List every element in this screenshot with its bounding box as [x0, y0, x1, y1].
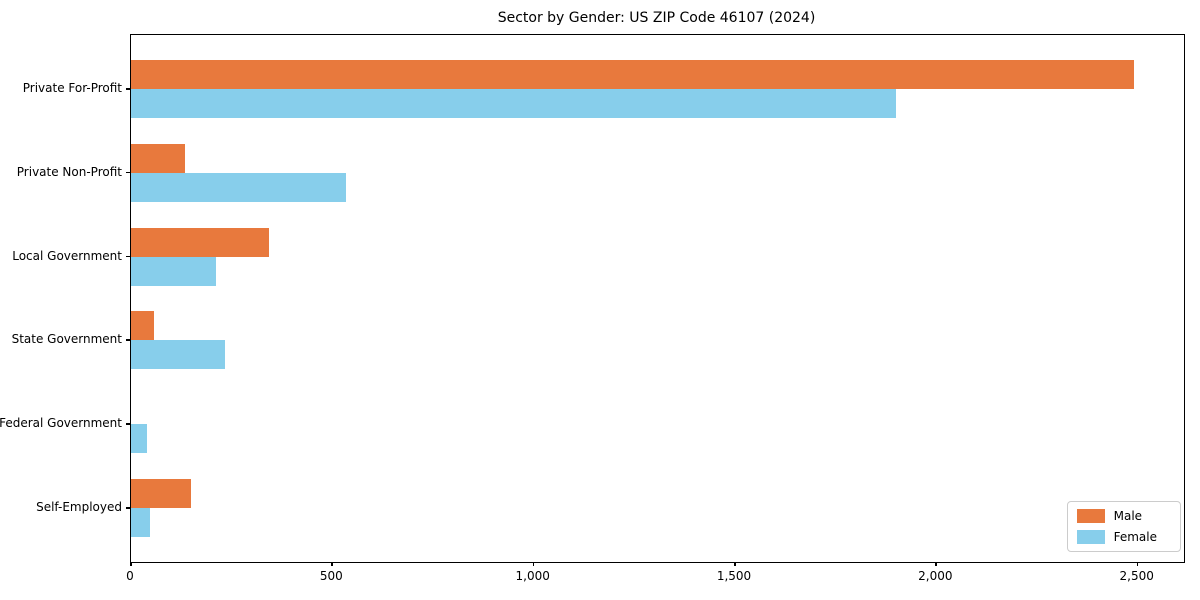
- x-tick-label-2,000: 2,000: [918, 569, 953, 583]
- legend: Male Female: [1066, 501, 1181, 552]
- x-tick-mark-2,000: [935, 562, 937, 566]
- y-tick-mark-self-employed: [126, 507, 130, 509]
- bar-female-federal-government: [131, 424, 147, 454]
- y-tick-label-private-for-profit: Private For-Profit: [22, 81, 122, 95]
- bar-female-private-for-profit: [131, 89, 897, 118]
- legend-label-male: Male: [1113, 509, 1143, 523]
- x-tick-label-2,500: 2,500: [1119, 569, 1154, 583]
- x-tick-label-500: 500: [319, 569, 343, 583]
- plot-area: Male Female: [130, 34, 1185, 563]
- y-tick-mark-private-for-profit: [126, 88, 130, 90]
- y-tick-label-state-government: State Government: [11, 332, 122, 347]
- y-tick-mark-local-government: [126, 255, 130, 258]
- y-tick-mark-state-government: [126, 339, 130, 341]
- bar-male-local-government: [131, 227, 270, 257]
- x-tick-label-1,500: 1,500: [716, 569, 752, 583]
- x-tick-mark-2,500: [1136, 562, 1139, 566]
- legend-swatch-male: [1076, 509, 1105, 523]
- legend-label-female: Female: [1113, 530, 1157, 544]
- bar-female-local-government: [131, 256, 216, 286]
- x-tick-mark-1,500: [734, 562, 736, 566]
- bar-female-self-employed: [131, 508, 150, 537]
- bar-male-state-government: [131, 311, 154, 341]
- bar-male-private-non-profit: [131, 143, 185, 173]
- bar-male-private-for-profit: [131, 60, 1134, 89]
- bar-female-state-government: [131, 340, 225, 370]
- x-tick-mark-0: [130, 562, 132, 566]
- legend-item-male: Male: [1076, 509, 1171, 523]
- y-tick-mark-federal-government: [126, 423, 130, 425]
- x-tick-mark-1,000: [532, 562, 535, 566]
- x-tick-mark-500: [331, 562, 333, 566]
- x-tick-label-1,000: 1,000: [515, 569, 550, 583]
- bar-male-self-employed: [131, 479, 191, 508]
- legend-item-female: Female: [1076, 530, 1171, 544]
- bar-female-private-non-profit: [131, 172, 347, 202]
- y-tick-label-private-non-profit: Private Non-Profit: [16, 164, 122, 179]
- x-tick-label-0: 0: [126, 569, 134, 583]
- chart-title: Sector by Gender: US ZIP Code 46107 (202…: [497, 10, 816, 26]
- y-tick-label-local-government: Local Government: [12, 248, 122, 263]
- y-tick-label-federal-government: Federal Government: [0, 416, 122, 431]
- y-tick-label-self-employed: Self-Employed: [36, 500, 122, 514]
- y-tick-mark-private-non-profit: [126, 171, 130, 174]
- legend-swatch-female: [1076, 530, 1105, 544]
